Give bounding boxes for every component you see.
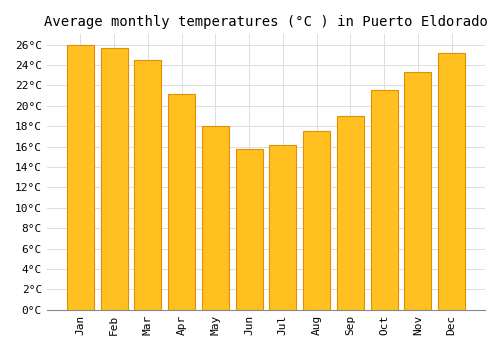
Bar (236, 149, 262, 310)
Bar (100, 48, 128, 310)
Bar (270, 145, 296, 310)
Bar (337, 116, 364, 310)
Bar (303, 131, 330, 310)
Title: Average monthly temperatures (°C ) in Puerto Eldorado: Average monthly temperatures (°C ) in Pu… (44, 15, 488, 29)
Bar (67, 44, 94, 310)
Bar (438, 53, 465, 310)
Bar (202, 126, 229, 310)
Bar (370, 90, 398, 310)
Bar (168, 93, 195, 310)
Bar (134, 60, 162, 310)
Bar (404, 72, 431, 310)
